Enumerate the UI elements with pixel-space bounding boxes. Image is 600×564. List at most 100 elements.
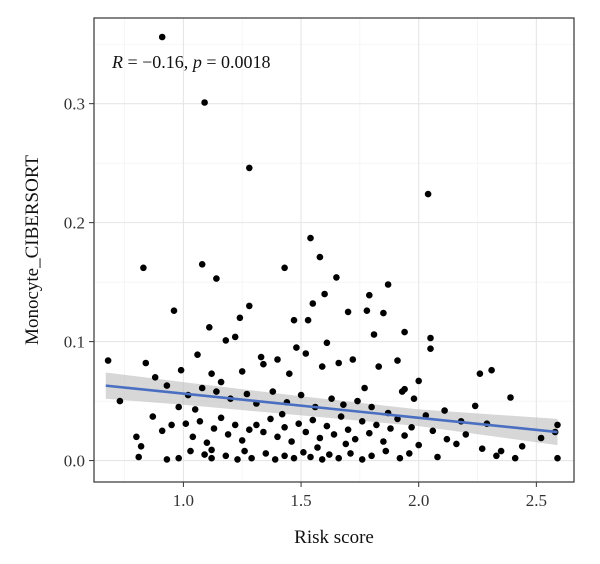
data-point <box>321 290 328 298</box>
data-point <box>222 452 230 460</box>
data-point <box>238 437 246 444</box>
data-point <box>208 446 215 454</box>
data-point <box>384 281 392 288</box>
y-tick-label: 0.1 <box>64 333 85 352</box>
data-point <box>210 425 218 432</box>
data-point <box>253 421 260 429</box>
data-point <box>271 456 279 463</box>
data-point <box>104 357 112 364</box>
data-point <box>281 452 288 460</box>
data-point <box>175 403 182 411</box>
data-point <box>140 264 147 272</box>
data-point <box>497 447 505 455</box>
data-point <box>246 164 253 172</box>
data-point <box>415 377 423 385</box>
data-point <box>471 402 479 410</box>
data-point <box>394 415 401 423</box>
y-tick-label: 0.2 <box>64 214 85 233</box>
regression-line <box>105 384 558 434</box>
data-point <box>151 374 159 381</box>
data-point <box>323 339 331 347</box>
data-point <box>288 438 295 445</box>
data-point <box>182 420 190 428</box>
data-point <box>342 440 350 448</box>
data-point <box>488 366 495 374</box>
data-point <box>554 421 561 429</box>
data-point <box>198 384 206 392</box>
data-point <box>493 452 500 460</box>
data-point <box>238 368 246 375</box>
data-point <box>330 431 338 438</box>
data-point <box>206 324 213 331</box>
data-point <box>304 316 312 324</box>
data-point <box>286 370 293 378</box>
data-point <box>281 424 288 431</box>
data-point <box>366 429 373 437</box>
data-point <box>427 334 434 342</box>
data-point <box>189 433 197 441</box>
data-point <box>429 427 437 435</box>
data-point <box>375 363 383 370</box>
data-point <box>300 449 307 456</box>
x-tick-label: 1.0 <box>173 491 194 510</box>
data-point <box>168 421 175 429</box>
data-point <box>373 421 380 429</box>
data-point <box>415 441 423 449</box>
data-point <box>380 309 387 317</box>
data-point <box>478 445 486 453</box>
p-label: p <box>191 52 202 72</box>
data-point <box>368 403 375 411</box>
data-point <box>260 360 267 368</box>
data-point <box>354 397 361 405</box>
data-point <box>196 418 204 425</box>
data-point <box>366 291 373 299</box>
data-point <box>293 344 300 351</box>
data-point <box>163 456 171 463</box>
data-point <box>358 456 366 463</box>
data-point <box>387 425 394 432</box>
data-point <box>243 390 251 398</box>
x-tick-label: 2.5 <box>526 491 547 510</box>
x-axis-title: Risk score <box>294 527 374 548</box>
regression-line-layer <box>105 384 558 434</box>
data-point <box>537 434 545 442</box>
data-point <box>382 447 390 455</box>
data-point <box>175 454 182 462</box>
axes: 1.0 1.5 2.0 2.5 0.0 0.1 0.2 0.3 <box>64 17 575 510</box>
data-point <box>309 300 317 307</box>
data-point <box>297 391 305 399</box>
data-point <box>318 456 326 463</box>
data-point <box>396 454 404 462</box>
data-point <box>222 337 230 344</box>
data-point <box>351 435 359 443</box>
data-point <box>274 433 281 441</box>
data-point <box>408 424 415 431</box>
data-point <box>335 359 343 367</box>
data-point <box>201 99 208 106</box>
data-point <box>441 407 448 414</box>
data-point <box>274 356 281 363</box>
data-point <box>135 453 142 461</box>
data-point <box>358 418 366 425</box>
data-point <box>476 370 484 378</box>
data-point <box>434 453 441 461</box>
data-point <box>187 447 194 455</box>
data-point <box>262 450 270 457</box>
data-point <box>401 328 408 336</box>
data-point <box>401 385 408 393</box>
data-point <box>326 451 333 458</box>
data-point <box>246 426 253 434</box>
data-point <box>260 428 267 436</box>
data-point <box>361 384 368 392</box>
data-point <box>217 378 225 386</box>
data-point <box>231 333 239 341</box>
data-point <box>318 363 326 370</box>
data-point <box>213 388 220 395</box>
data-point <box>370 331 378 338</box>
data-point <box>170 307 178 315</box>
data-point <box>241 447 248 455</box>
data-point <box>142 359 150 367</box>
data-point <box>208 370 215 378</box>
p-text: = 0.0018 <box>202 52 271 72</box>
